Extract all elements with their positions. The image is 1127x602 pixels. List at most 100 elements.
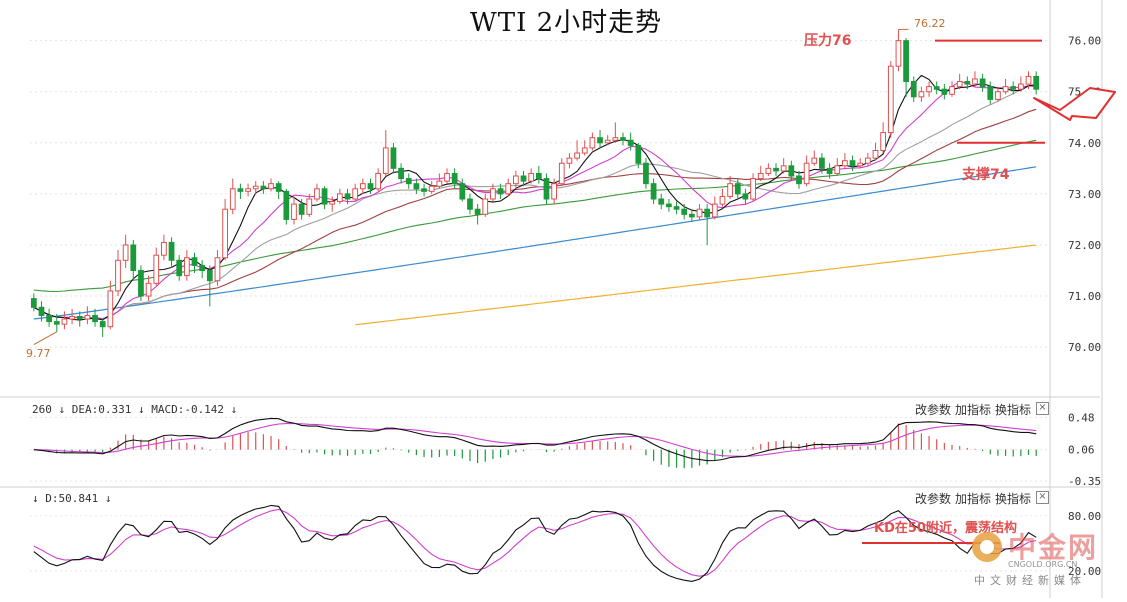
candle-body: [719, 195, 726, 205]
kd-params-button[interactable]: 改参数: [915, 492, 952, 506]
candle-body: [505, 183, 512, 195]
candle-body: [321, 188, 328, 205]
candle-body: [597, 137, 603, 144]
candle-body: [130, 244, 137, 272]
candle-body: [1017, 83, 1024, 90]
candle-body: [382, 147, 389, 174]
candle-body: [428, 185, 435, 192]
candle-body: [436, 180, 443, 187]
candle-body: [467, 198, 473, 210]
candle-body: [742, 193, 749, 200]
candle-body: [359, 183, 366, 190]
candle-body: [635, 144, 642, 164]
macd-add-indicator-button[interactable]: 加指标: [955, 403, 992, 417]
candle-body: [53, 321, 60, 325]
candle-body: [895, 40, 902, 67]
candle-body: [673, 206, 680, 210]
kd-values-label: ↓ D:50.841 ↓: [32, 492, 112, 505]
candle-body: [926, 86, 932, 93]
candle-body: [1025, 75, 1032, 85]
candle-body: [956, 81, 963, 88]
candle-body: [115, 259, 121, 292]
candle-body: [780, 165, 787, 172]
candle-body: [161, 241, 167, 256]
ma120-line: [33, 166, 1037, 320]
price-tick-label: 73.00: [1068, 188, 1101, 201]
macd-close-button[interactable]: ×: [1036, 402, 1049, 415]
candle-body: [566, 157, 573, 164]
kd-add-indicator-button[interactable]: 加指标: [955, 492, 992, 506]
candle-body: [283, 190, 290, 220]
candle-body: [589, 137, 596, 149]
ma5-line: [33, 74, 1037, 321]
low-value-label: 9.77: [26, 347, 51, 360]
candle-body: [650, 183, 657, 200]
candle-body: [84, 314, 91, 320]
candle-body: [229, 188, 236, 210]
watermark-url: CNGOLD.ORG.CN: [1008, 560, 1078, 569]
candle-body: [306, 198, 313, 215]
price-tick-label: 72.00: [1068, 239, 1101, 252]
candle-body: [367, 183, 374, 190]
candle-body: [191, 257, 198, 266]
macd-switch-indicator-button[interactable]: 换指标: [995, 403, 1032, 417]
candle-body: [788, 165, 795, 177]
candle-body: [811, 157, 818, 164]
candle-body: [627, 139, 634, 146]
kd-switch-indicator-button[interactable]: 换指标: [995, 492, 1032, 506]
candle-body: [880, 132, 887, 151]
candle-body: [30, 298, 37, 308]
candle-body: [252, 185, 259, 190]
macd-tick-label: 0.06: [1068, 444, 1095, 457]
kd-close-button[interactable]: ×: [1036, 491, 1049, 504]
candle-body: [444, 172, 450, 182]
candle-body: [903, 40, 909, 83]
candle-body: [857, 162, 864, 167]
candle-body: [69, 315, 75, 320]
candle-body: [543, 178, 550, 200]
candle-body: [558, 162, 565, 185]
ma250-line: [355, 244, 1037, 326]
candle-body: [979, 78, 986, 88]
candle-body: [76, 315, 83, 320]
candle-body: [918, 91, 925, 98]
kd-layer: [30, 504, 1050, 582]
candle-body: [61, 318, 68, 325]
candle-body: [849, 160, 856, 167]
candle-body: [451, 172, 458, 185]
candle-body: [398, 167, 404, 180]
kd-tick-label: 80.00: [1068, 510, 1101, 523]
price-tick-label: 74.00: [1068, 137, 1101, 150]
candle-body: [344, 193, 351, 200]
candle-body: [964, 81, 971, 85]
kd-tick-label: 20.00: [1068, 565, 1101, 578]
candle-body: [727, 183, 733, 197]
candle-body: [910, 81, 917, 98]
candle-body: [681, 208, 688, 215]
candle-body: [413, 183, 420, 190]
price-tick-label: 71.00: [1068, 290, 1101, 303]
low-marker-line: [33, 331, 58, 346]
price-tick-label: 76.00: [1068, 35, 1101, 48]
candle-body: [535, 172, 542, 180]
candle-body: [520, 175, 527, 182]
candle-body: [604, 139, 611, 144]
candle-body: [38, 306, 45, 316]
candle-body: [99, 321, 106, 328]
candle-body: [145, 282, 152, 297]
candle-body: [803, 162, 810, 185]
candle-body: [872, 149, 879, 159]
moving-averages-layer: [33, 74, 1037, 326]
macd-values-label: 260 ↓ DEA:0.331 ↓ MACD:-0.142 ↓: [32, 403, 238, 416]
candle-body: [972, 78, 978, 85]
macd-params-button[interactable]: 改参数: [915, 403, 952, 417]
candle-body: [819, 157, 825, 169]
ma30-line: [33, 108, 1037, 320]
candle-body: [581, 147, 588, 154]
candle-body: [337, 193, 343, 203]
price-axis-layer: 76.0075.0074.0073.0072.0071.0070.000.480…: [1068, 35, 1101, 578]
candle-body: [704, 208, 711, 218]
candle-body: [643, 162, 649, 185]
